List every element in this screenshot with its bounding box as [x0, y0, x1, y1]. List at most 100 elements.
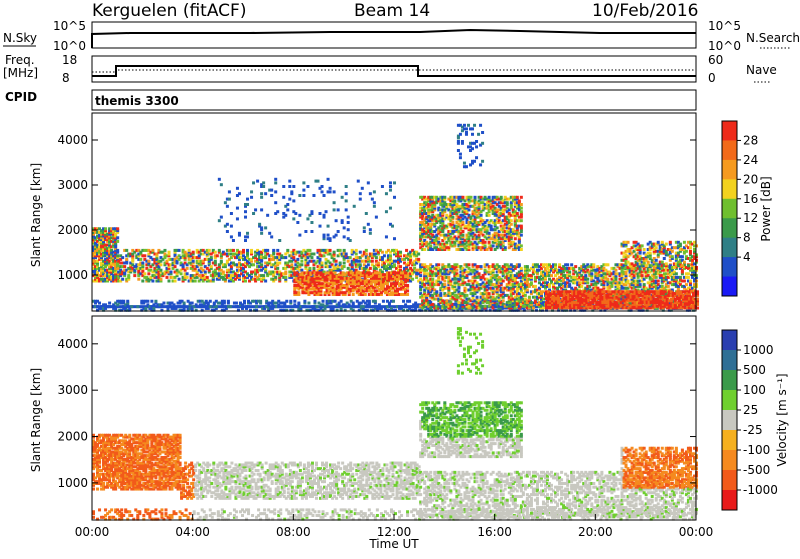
data-cell [282, 266, 286, 270]
data-cell [114, 238, 118, 242]
data-cell [364, 248, 368, 252]
data-cell [327, 299, 331, 303]
data-cell [211, 277, 215, 281]
data-cell [501, 299, 505, 303]
data-cell [94, 236, 98, 240]
data-cell [112, 238, 116, 242]
data-cell [359, 306, 363, 310]
data-cell [376, 261, 380, 265]
data-cell [301, 291, 305, 295]
data-cell [308, 259, 312, 263]
data-cell [382, 265, 386, 269]
data-cell [387, 271, 391, 275]
data-cell [193, 275, 197, 279]
data-cell [112, 274, 116, 278]
freq-panel: Freq. [MHz] 18 8 60 0 Nave [3, 53, 777, 85]
data-cell [367, 289, 371, 293]
data-cell [318, 268, 322, 272]
data-cell [110, 227, 114, 231]
data-cell [307, 291, 311, 295]
data-cell [429, 224, 433, 228]
data-cell [139, 261, 143, 265]
data-cell [327, 301, 331, 305]
data-cell [377, 289, 381, 293]
data-cell [112, 303, 116, 307]
data-cell [157, 279, 161, 283]
data-cell [425, 230, 429, 233]
data-cell [419, 237, 423, 241]
data-cell [373, 293, 377, 296]
data-cell [447, 208, 451, 212]
data-cell [352, 261, 356, 265]
data-cell [431, 302, 435, 306]
data-cell [344, 254, 348, 258]
data-cell [202, 301, 206, 305]
data-cell [335, 280, 339, 284]
data-cell [342, 254, 346, 258]
data-cell [388, 266, 392, 270]
data-cell [379, 306, 383, 310]
data-cell [100, 229, 104, 233]
data-cell [349, 278, 353, 282]
data-cell [182, 308, 186, 312]
data-cell [256, 250, 260, 254]
data-cell [399, 252, 403, 256]
data-cell [366, 257, 370, 261]
data-cell [309, 291, 313, 295]
data-cell [100, 268, 104, 272]
data-cell [237, 277, 241, 281]
data-cell [110, 265, 114, 269]
data-cell [235, 248, 239, 252]
data-cell [439, 215, 443, 219]
data-cell [137, 270, 141, 274]
data-cell [225, 275, 229, 279]
data-cell [375, 306, 379, 310]
data-cell [100, 252, 104, 256]
data-cell [440, 308, 444, 312]
data-cell [102, 268, 106, 272]
data-cell [435, 221, 439, 224]
data-cell [112, 275, 116, 279]
data-cell [225, 254, 229, 258]
data-cell [199, 275, 203, 279]
data-cell [381, 287, 385, 291]
data-cell [439, 213, 443, 217]
data-cell [383, 291, 387, 295]
data-cell [246, 248, 250, 252]
data-cell [449, 244, 453, 248]
data-cell [339, 276, 343, 280]
data-cell [319, 306, 323, 310]
data-cell [396, 280, 400, 284]
data-cell [365, 299, 369, 303]
data-cell [431, 204, 435, 208]
data-cell [325, 289, 329, 293]
data-cell [329, 282, 333, 286]
data-cell [239, 250, 243, 254]
data-cell [394, 273, 397, 277]
data-cell [169, 270, 173, 274]
data-cell [354, 263, 358, 267]
data-cell [351, 280, 355, 284]
data-cell [155, 272, 159, 276]
data-cell [98, 227, 102, 231]
data-cell [155, 263, 159, 267]
data-cell [406, 293, 410, 296]
data-cell [361, 280, 365, 284]
data-cell [143, 248, 147, 252]
data-cell [313, 287, 317, 291]
data-cell [264, 248, 268, 252]
data-cell [159, 279, 163, 283]
data-cell [388, 261, 392, 265]
data-cell [343, 284, 347, 287]
data-cell [421, 215, 425, 219]
data-cell [365, 284, 369, 287]
data-cell [330, 268, 334, 272]
data-cell [290, 259, 294, 263]
data-cell [290, 275, 294, 279]
data-cell [372, 248, 376, 252]
data-cell [315, 308, 319, 312]
data-cell [461, 195, 465, 199]
data-cell [375, 293, 379, 296]
data-cell [375, 282, 379, 286]
data-cell [339, 284, 343, 287]
